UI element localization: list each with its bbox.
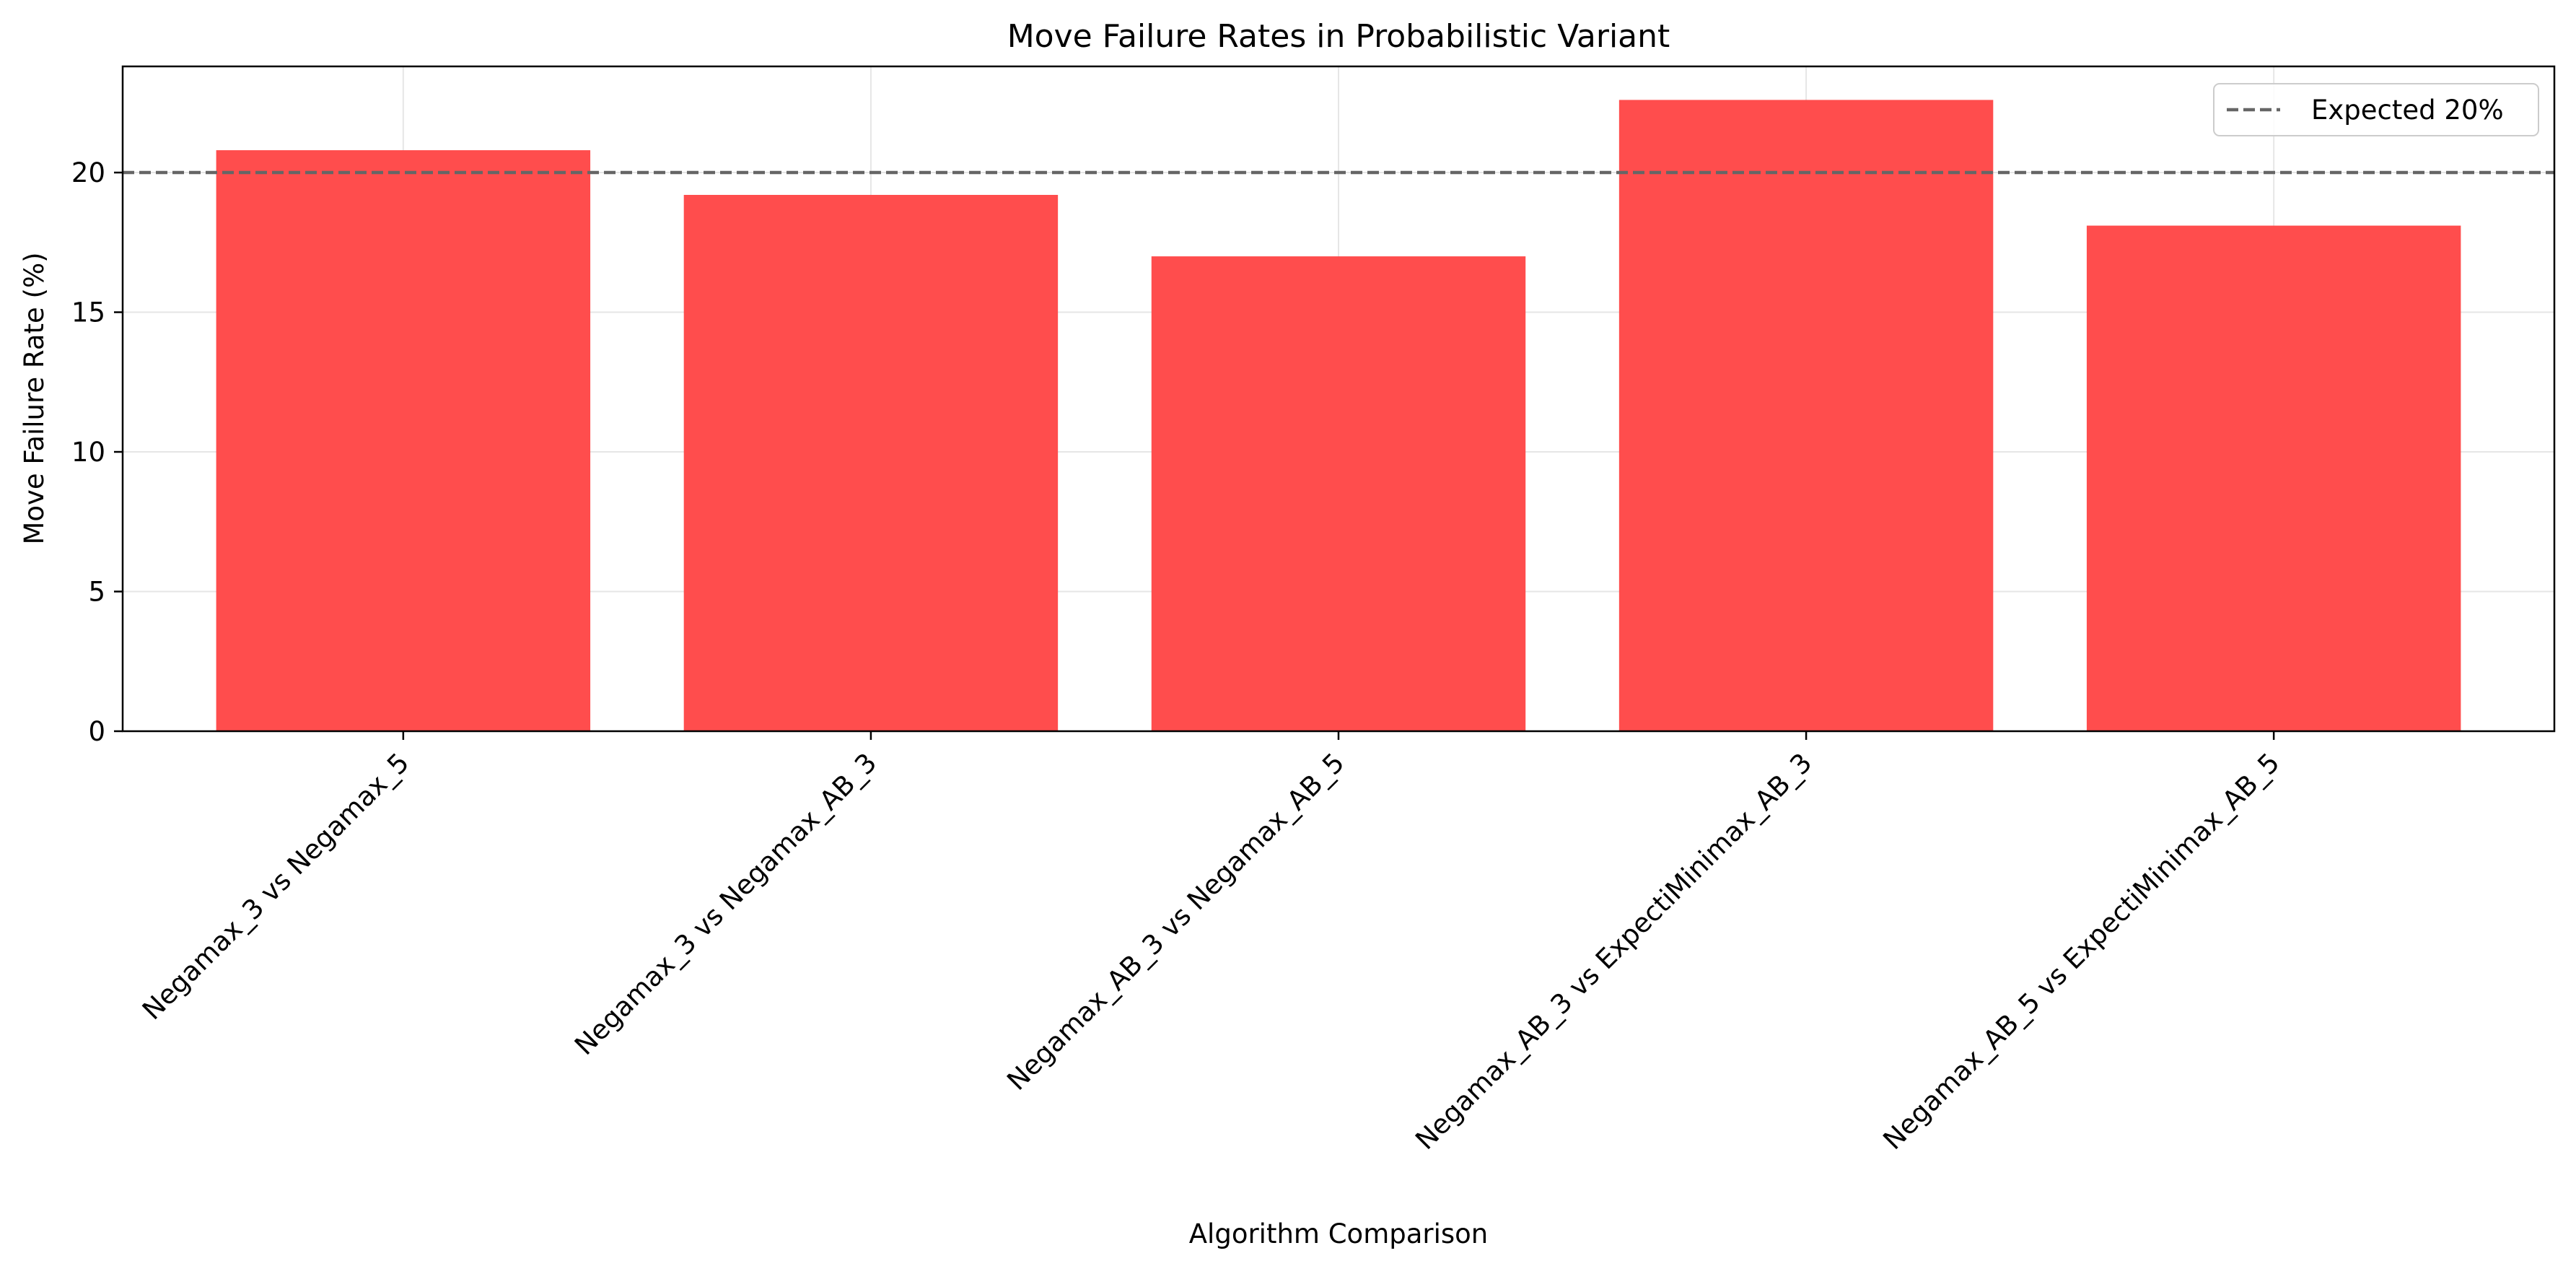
legend-box [2213, 83, 2539, 136]
x-axis-ticks: Negamax_3 vs Negamax_5 Negamax_3 vs Negam… [136, 731, 2286, 1156]
chart-title: Move Failure Rates in Probabilistic Vari… [1007, 18, 1670, 55]
x-tick-label: Negamax_AB_5 vs ExpectiMinimax_AB_5 [1877, 747, 2285, 1156]
bar [2086, 225, 2461, 731]
y-tick-label: 0 [88, 716, 105, 747]
y-tick-label: 20 [71, 157, 105, 188]
x-tick-label: Negamax_AB_3 vs Negamax_AB_5 [1001, 747, 1350, 1096]
bar [1618, 100, 1994, 731]
legend: Expected 20% [2213, 83, 2539, 136]
y-axis-ticks: 0 5 10 15 20 [71, 157, 123, 747]
bars [216, 100, 2461, 732]
bar [1151, 256, 1526, 732]
legend-label: Expected 20% [2311, 95, 2504, 126]
x-tick-label: Negamax_AB_3 vs ExpectiMinimax_AB_3 [1409, 747, 1818, 1156]
bar [216, 150, 591, 732]
y-tick-label: 10 [71, 437, 105, 468]
x-tick-label: Negamax_3 vs Negamax_5 [136, 747, 415, 1026]
y-tick-label: 15 [71, 297, 105, 328]
bar [683, 195, 1059, 731]
x-axis-label: Algorithm Comparison [1189, 1218, 1489, 1249]
y-axis-label: Move Failure Rate (%) [19, 252, 50, 544]
x-tick-label: Negamax_3 vs Negamax_AB_3 [569, 747, 882, 1061]
y-tick-label: 5 [88, 577, 105, 608]
